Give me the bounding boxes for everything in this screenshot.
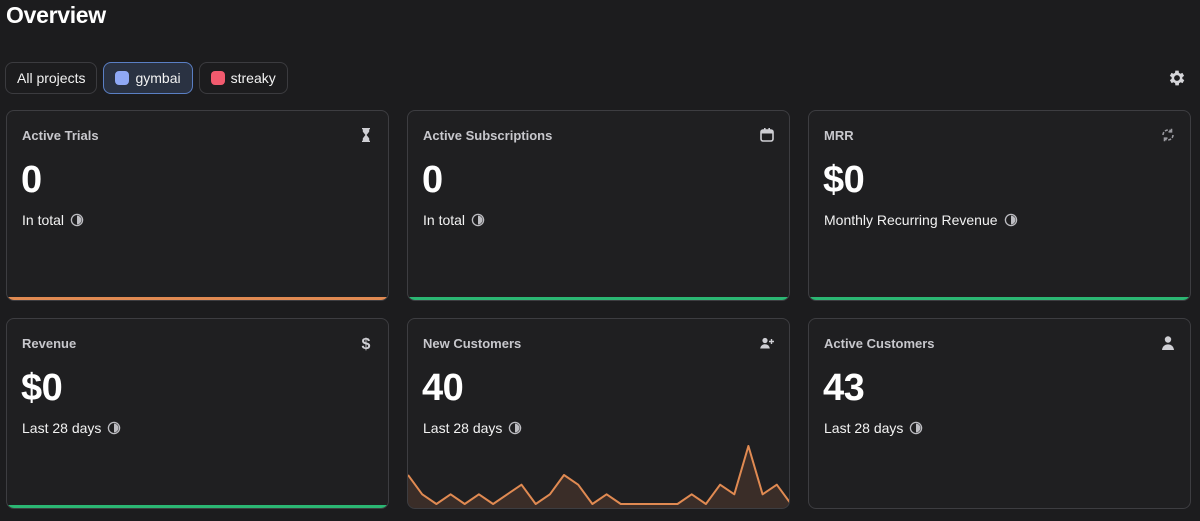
card-title: New Customers (423, 336, 522, 351)
subtitle-text: Last 28 days (824, 420, 904, 436)
card-value: 43 (823, 367, 865, 409)
subtitle-text: In total (22, 212, 65, 228)
card-title: MRR (824, 128, 854, 143)
card-title: Active Customers (824, 336, 935, 351)
trend-baseline (7, 505, 388, 508)
filter-all-projects[interactable]: All projects (5, 62, 98, 94)
filter-label: gymbai (135, 70, 181, 86)
subtitle-text: Last 28 days (22, 420, 102, 436)
calendar-icon (760, 128, 774, 142)
card-title: Active Trials (22, 128, 99, 143)
info-icon[interactable] (909, 421, 923, 435)
card-value: 40 (422, 367, 464, 409)
gear-icon[interactable] (1167, 68, 1187, 88)
card-subtitle: Last 28 days (22, 420, 121, 436)
filter-label: streaky (230, 70, 276, 86)
dollar-icon: $ (362, 336, 371, 351)
sparkline-line (408, 445, 789, 505)
card-subtitle: In total (22, 212, 84, 228)
card-active-subscriptions[interactable]: Active Subscriptions 0 In total (407, 110, 790, 301)
hourglass-icon (362, 128, 370, 142)
new-customers-sparkline (408, 445, 789, 508)
streaky-app-icon (210, 71, 225, 85)
card-active-customers[interactable]: Active Customers 43 Last 28 days (808, 318, 1191, 509)
card-mrr[interactable]: MRR $0 Monthly Recurring Revenue (808, 110, 1191, 301)
subtitle-text: In total (423, 212, 466, 228)
filter-label: All projects (17, 70, 86, 86)
card-new-customers[interactable]: New Customers 40 Last 28 days (407, 318, 790, 509)
filter-gymbai[interactable]: gymbai (103, 62, 193, 94)
card-title: Active Subscriptions (423, 128, 553, 143)
card-title: Revenue (22, 336, 77, 351)
svg-text:$: $ (362, 336, 371, 351)
card-subtitle: Monthly Recurring Revenue (824, 212, 1018, 228)
info-icon[interactable] (1004, 213, 1018, 227)
page-title: Overview (6, 2, 106, 28)
card-value: 0 (422, 159, 443, 201)
card-revenue[interactable]: Revenue $ $0 Last 28 days (6, 318, 389, 509)
sparkline-area (408, 446, 789, 508)
card-subtitle: In total (423, 212, 485, 228)
card-subtitle: Last 28 days (423, 420, 522, 436)
info-icon[interactable] (70, 213, 84, 227)
trend-baseline (408, 297, 789, 300)
card-value: 0 (21, 159, 42, 201)
info-icon[interactable] (471, 213, 485, 227)
user-icon (1162, 336, 1174, 350)
refresh-icon (1162, 128, 1174, 142)
add-user-icon (760, 337, 774, 349)
filter-streaky[interactable]: streaky (198, 62, 288, 94)
info-icon[interactable] (107, 421, 121, 435)
card-active-trials[interactable]: Active Trials 0 In total (6, 110, 389, 301)
card-value: $0 (21, 367, 63, 409)
trend-baseline (7, 297, 388, 300)
trend-baseline (809, 297, 1190, 300)
subtitle-text: Last 28 days (423, 420, 503, 436)
gymbai-app-icon (115, 71, 130, 85)
subtitle-text: Monthly Recurring Revenue (824, 212, 998, 228)
card-value: $0 (823, 159, 865, 201)
project-filter-bar: All projects gymbai streaky (5, 62, 288, 94)
card-subtitle: Last 28 days (824, 420, 923, 436)
info-icon[interactable] (508, 421, 522, 435)
